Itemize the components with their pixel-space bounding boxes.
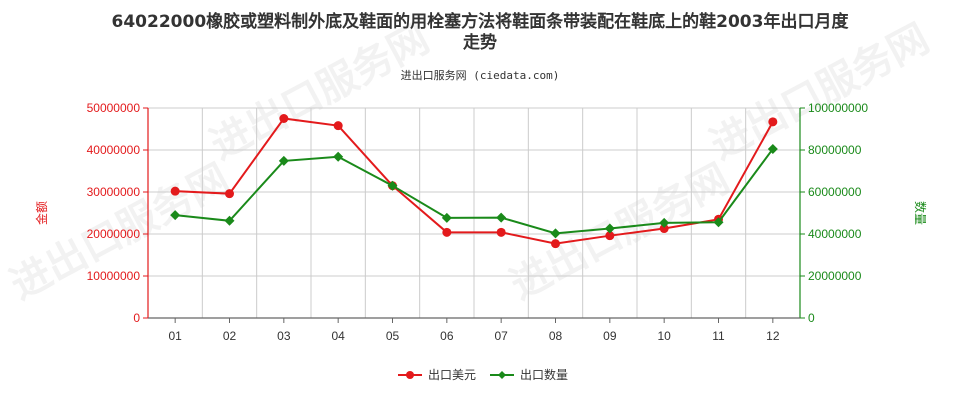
legend-label: 出口美元: [428, 368, 476, 382]
x-tick-label: 11: [712, 329, 725, 343]
left-tick-label: 30000000: [87, 185, 141, 199]
right-tick-label: 80000000: [808, 143, 862, 157]
chart-title-line1: 64022000橡胶或塑料制外底及鞋面的用栓塞方法将鞋面条带装配在鞋底上的鞋20…: [112, 11, 850, 32]
x-tick-label: 05: [386, 329, 400, 343]
right-tick-label: 40000000: [808, 227, 862, 241]
series-line-1: [175, 148, 774, 235]
data-point: [170, 210, 181, 221]
data-point: [604, 223, 615, 234]
data-point: [496, 212, 507, 223]
x-tick-label: 03: [277, 329, 291, 343]
data-point: [224, 215, 235, 226]
x-tick-label: 06: [440, 329, 454, 343]
watermark-1: 进出口服务网: [503, 156, 737, 309]
left-tick-label: 0: [133, 311, 140, 325]
right-tick-label: 60000000: [808, 185, 862, 199]
right-tick-label: 0: [808, 311, 815, 325]
x-tick-label: 08: [549, 329, 563, 343]
x-tick-label: 09: [603, 329, 617, 343]
x-tick-label: 01: [168, 329, 182, 343]
data-point: [496, 227, 506, 237]
data-point: [333, 121, 343, 131]
chart-subtitle: 进出口服务网 (ciedata.com): [401, 68, 560, 82]
data-point: [225, 189, 234, 199]
data-point: [442, 227, 452, 237]
data-point: [333, 151, 344, 162]
series: [170, 114, 778, 249]
series-line-0: [175, 117, 774, 245]
right-axis-ticks: 0 20000000 40000000 60000000 80000000 1000000…: [808, 101, 868, 325]
data-point: [659, 217, 670, 228]
x-tick-label: 12: [766, 329, 780, 343]
data-point: [605, 231, 615, 241]
left-axis-ticks: 0 10000000 20000000 30000000 40000000 5000000…: [87, 101, 141, 325]
x-tick-label: 07: [494, 329, 508, 343]
chart-title-line2: 走势: [463, 32, 497, 53]
left-axis-title: 金额: [34, 201, 49, 225]
legend: 出口美元 出口数量: [398, 367, 568, 382]
right-axis-title: 数量: [913, 201, 928, 225]
legend-swatch-marker: [498, 371, 506, 379]
data-point: [170, 186, 180, 196]
data-point: [713, 217, 724, 228]
data-point: [659, 224, 669, 234]
axes: [143, 107, 805, 323]
legend-label: 出口数量: [520, 367, 568, 382]
left-tick-label: 20000000: [87, 227, 141, 241]
data-point: [278, 155, 289, 166]
left-tick-label: 40000000: [87, 143, 141, 157]
right-tick-label: 100000000: [808, 101, 868, 115]
legend-swatch-marker: [406, 371, 414, 379]
x-axis-ticks: 01 02 03 04 05 06 07 08 09 10 11 12: [168, 329, 779, 343]
right-tick-label: 20000000: [808, 269, 862, 283]
left-tick-label: 50000000: [87, 101, 141, 115]
x-tick-label: 10: [657, 329, 671, 343]
x-tick-label: 04: [331, 329, 345, 343]
data-point: [767, 143, 778, 154]
data-point: [550, 228, 561, 239]
data-point: [441, 212, 452, 223]
data-point: [551, 239, 560, 249]
watermark-2: 进出口服务网: [203, 16, 437, 169]
data-point: [387, 180, 398, 191]
data-point: [768, 117, 778, 127]
x-tick-label: 02: [223, 329, 237, 343]
left-tick-label: 10000000: [87, 269, 141, 283]
data-point: [279, 114, 289, 123]
